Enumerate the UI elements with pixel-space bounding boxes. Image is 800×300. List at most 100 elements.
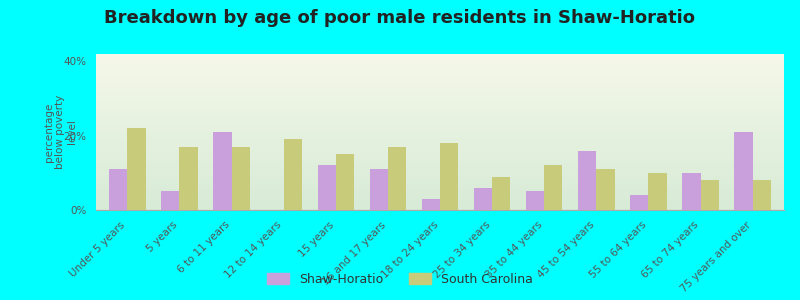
Bar xyxy=(96,162,784,163)
Bar xyxy=(96,176,784,177)
Bar xyxy=(96,84,784,85)
Bar xyxy=(96,54,784,56)
Bar xyxy=(336,154,354,210)
Bar xyxy=(96,79,784,80)
Bar xyxy=(96,169,784,171)
Bar xyxy=(96,73,784,74)
Bar xyxy=(96,130,784,132)
Bar xyxy=(96,101,784,102)
Bar xyxy=(96,99,784,101)
Bar xyxy=(630,195,649,210)
Bar xyxy=(96,94,784,96)
Bar xyxy=(96,82,784,84)
Bar xyxy=(96,199,784,201)
Bar xyxy=(96,146,784,148)
Bar xyxy=(96,155,784,157)
Bar xyxy=(96,152,784,154)
Bar xyxy=(96,148,784,149)
Bar xyxy=(96,115,784,116)
Bar xyxy=(161,191,179,210)
Bar xyxy=(96,182,784,184)
Bar xyxy=(96,59,784,60)
Bar xyxy=(96,121,784,123)
Bar xyxy=(96,74,784,76)
Bar xyxy=(96,88,784,90)
Bar xyxy=(231,147,250,210)
Bar xyxy=(96,197,784,199)
Bar xyxy=(96,132,784,134)
Bar xyxy=(96,85,784,87)
Bar xyxy=(96,77,784,79)
Bar xyxy=(96,188,784,190)
Bar xyxy=(96,98,784,99)
Bar xyxy=(96,67,784,68)
Bar xyxy=(96,193,784,194)
Bar xyxy=(440,143,458,210)
Bar xyxy=(96,68,784,70)
Bar xyxy=(96,184,784,185)
Bar xyxy=(96,135,784,137)
Bar xyxy=(96,90,784,92)
Bar xyxy=(96,71,784,73)
Bar xyxy=(96,201,784,202)
Bar xyxy=(96,165,784,166)
Bar xyxy=(318,165,336,210)
Bar xyxy=(96,112,784,113)
Bar xyxy=(96,145,784,146)
Bar xyxy=(596,169,614,210)
Bar xyxy=(96,207,784,208)
Bar xyxy=(96,70,784,71)
Bar xyxy=(96,174,784,176)
Bar xyxy=(96,160,784,162)
Bar xyxy=(179,147,198,210)
Bar xyxy=(96,149,784,151)
Bar xyxy=(492,177,510,210)
Bar xyxy=(96,194,784,196)
Bar xyxy=(96,110,784,112)
Bar xyxy=(96,93,784,94)
Bar xyxy=(96,129,784,130)
Bar xyxy=(544,165,562,210)
Bar xyxy=(96,124,784,126)
Bar xyxy=(96,140,784,141)
Bar xyxy=(96,127,784,129)
Bar xyxy=(96,190,784,191)
Bar xyxy=(96,107,784,109)
Bar xyxy=(96,113,784,115)
Bar xyxy=(422,199,440,210)
Bar xyxy=(96,76,784,77)
Bar xyxy=(96,191,784,193)
Bar xyxy=(96,65,784,67)
Bar xyxy=(649,173,666,210)
Bar xyxy=(127,128,146,210)
Bar xyxy=(96,104,784,106)
Legend: Shaw-Horatio, South Carolina: Shaw-Horatio, South Carolina xyxy=(262,268,538,291)
Bar xyxy=(388,147,406,210)
Bar xyxy=(96,109,784,110)
Bar xyxy=(526,191,544,210)
Y-axis label: percentage
below poverty
level: percentage below poverty level xyxy=(44,95,77,169)
Bar xyxy=(96,137,784,138)
Bar xyxy=(96,196,784,197)
Bar xyxy=(96,179,784,180)
Bar xyxy=(96,166,784,168)
Bar xyxy=(682,173,701,210)
Bar xyxy=(109,169,127,210)
Bar xyxy=(96,141,784,143)
Bar xyxy=(734,132,753,210)
Bar xyxy=(96,177,784,179)
Bar xyxy=(474,188,492,210)
Bar xyxy=(96,205,784,207)
Bar xyxy=(214,132,231,210)
Bar xyxy=(96,80,784,82)
Bar xyxy=(96,185,784,187)
Bar xyxy=(96,62,784,63)
Bar xyxy=(96,57,784,59)
Bar xyxy=(96,102,784,104)
Bar xyxy=(96,63,784,65)
Bar xyxy=(370,169,388,210)
Bar xyxy=(96,56,784,57)
Bar xyxy=(96,180,784,182)
Bar xyxy=(701,180,719,210)
Bar xyxy=(96,208,784,210)
